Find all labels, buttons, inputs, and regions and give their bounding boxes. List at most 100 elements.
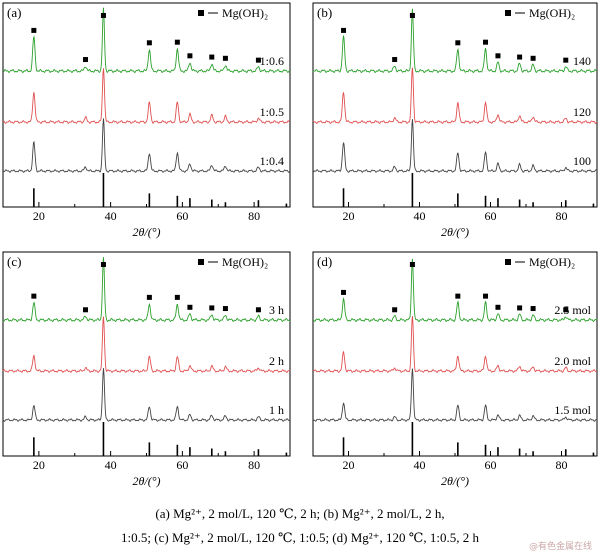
series-label: 100 — [573, 154, 591, 168]
peak-marker — [517, 54, 523, 60]
peak-marker — [100, 13, 106, 18]
chart-panel: (d) Mg(OH)₂ 2.5 mol 2.0 mol 1.5 mol 20 40 60 80 2… — [312, 251, 598, 488]
series-label: 3 h — [269, 303, 284, 317]
legend-marker — [198, 259, 204, 265]
panel-label: (b) — [317, 5, 332, 20]
legend-label: Mg(OH)₂ — [529, 255, 575, 269]
peak-marker — [409, 262, 415, 267]
x-tick-label: 60 — [485, 458, 497, 472]
series-line — [312, 315, 598, 374]
plot-frame — [312, 2, 598, 208]
x-tick-label: 60 — [176, 209, 188, 223]
peak-marker — [100, 262, 106, 267]
series-label: 120 — [573, 105, 591, 119]
peak-marker — [146, 294, 152, 300]
x-tick-label: 80 — [556, 209, 568, 223]
series-label: 2.0 mol — [554, 354, 591, 368]
peak-marker — [209, 305, 215, 311]
x-axis-label: 2θ/(°) — [132, 225, 160, 239]
peak-marker — [222, 306, 228, 312]
peak-marker — [455, 40, 461, 46]
peak-marker — [392, 307, 398, 313]
plot-frame — [2, 2, 291, 208]
series-label: 2 h — [269, 354, 284, 368]
series-label: 1 h — [269, 403, 284, 417]
caption-line-2: 1:0.5; (c) Mg²⁺, 2 mol/L, 120 ℃, 1:0.5; … — [121, 530, 479, 545]
x-tick-label: 40 — [105, 458, 117, 472]
x-tick-label: 60 — [485, 209, 497, 223]
series-label: 1:0.5 — [260, 105, 284, 119]
series-label: 140 — [573, 54, 591, 68]
x-axis-label: 2θ/(°) — [441, 225, 469, 239]
peak-marker — [83, 57, 89, 63]
x-tick-label: 40 — [105, 209, 117, 223]
series-label: 1.5 mol — [554, 403, 591, 417]
peak-marker — [209, 54, 215, 60]
peak-marker — [455, 293, 461, 299]
series-label: 1:0.6 — [260, 54, 284, 68]
peak-marker — [187, 304, 193, 310]
peak-marker — [392, 57, 398, 63]
peak-marker — [563, 307, 569, 313]
x-tick-label: 80 — [556, 458, 568, 472]
series-line — [312, 67, 598, 125]
x-tick-label: 80 — [248, 209, 260, 223]
peak-marker — [255, 307, 261, 313]
series-line — [312, 258, 598, 323]
peak-marker — [174, 39, 180, 45]
series-label: 1:0.4 — [260, 154, 284, 168]
caption-line-1: (a) Mg²⁺, 2 mol/L, 120 ℃, 2 h; (b) Mg²⁺,… — [155, 506, 445, 521]
peak-marker — [517, 305, 523, 311]
legend-marker — [198, 10, 204, 16]
x-axis-label: 2θ/(°) — [441, 474, 469, 488]
peak-marker — [222, 55, 228, 61]
series-line — [2, 68, 290, 125]
series-line — [312, 119, 598, 173]
peak-marker — [483, 293, 489, 299]
plot-frame — [2, 251, 291, 457]
peak-marker — [341, 27, 347, 33]
peak-marker — [174, 294, 180, 300]
chart-panel: (a) Mg(OH)₂ 1:0.6 1:0.5 1:0.4 20 40 60 80 2θ/(°) — [2, 2, 291, 239]
x-tick-label: 60 — [176, 458, 188, 472]
peak-marker — [495, 53, 501, 59]
x-tick-label: 20 — [343, 458, 355, 472]
panel-label: (a) — [7, 5, 21, 20]
series-line — [2, 257, 291, 323]
series-line — [2, 7, 291, 74]
x-tick-label: 80 — [248, 458, 260, 472]
legend-label: Mg(OH)₂ — [222, 6, 268, 20]
peak-marker — [495, 304, 501, 310]
x-axis-label: 2θ/(°) — [132, 474, 160, 488]
legend-label: Mg(OH)₂ — [222, 255, 268, 269]
chart-panel: (b) Mg(OH)₂ 140 120 100 20 40 60 80 2θ/(°) — [312, 2, 598, 239]
peak-marker — [31, 293, 37, 299]
peak-marker — [483, 39, 489, 45]
chart-panel: (c) Mg(OH)₂ 3 h 2 h 1 h 20 40 60 80 2θ/(°) — [2, 251, 291, 488]
x-tick-label: 40 — [414, 458, 426, 472]
series-label: 2.5 mol — [554, 303, 591, 317]
peak-marker — [409, 13, 415, 18]
peak-marker — [83, 307, 89, 313]
series-line — [312, 368, 598, 422]
peak-marker — [341, 289, 347, 295]
x-tick-label: 20 — [33, 209, 45, 223]
peak-marker — [255, 57, 261, 63]
legend-label: Mg(OH)₂ — [529, 6, 575, 20]
x-tick-label: 20 — [343, 209, 355, 223]
series-line — [2, 368, 290, 422]
x-tick-label: 40 — [414, 209, 426, 223]
peak-marker — [187, 53, 193, 59]
series-line — [3, 118, 291, 173]
peak-marker — [146, 40, 152, 46]
panel-label: (c) — [7, 254, 21, 269]
x-tick-label: 20 — [33, 458, 45, 472]
peak-marker — [31, 27, 37, 33]
series-line — [2, 316, 291, 374]
peak-marker — [563, 57, 569, 63]
watermark: @有色金属在线 — [528, 542, 592, 552]
peak-marker — [530, 55, 536, 61]
legend-marker — [505, 10, 511, 16]
